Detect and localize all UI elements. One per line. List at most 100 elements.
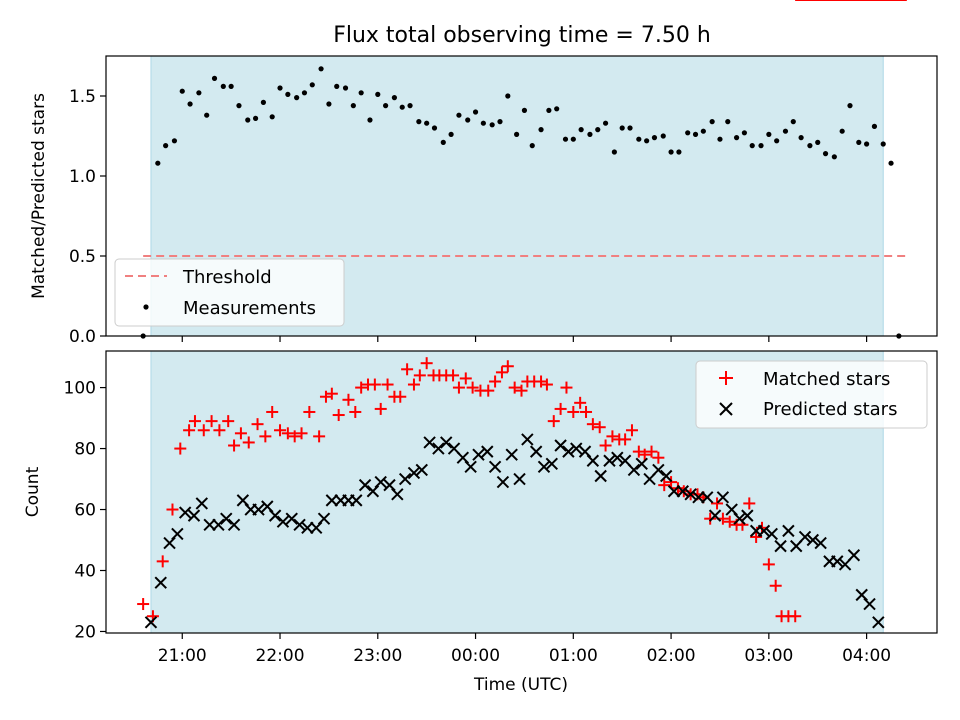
matched-star-point [274, 424, 287, 437]
measurement-point [611, 149, 617, 155]
measurement-point [204, 112, 210, 118]
matched-star-point [325, 387, 338, 400]
measurement-point [627, 125, 633, 131]
predicted-star-point [537, 460, 551, 474]
matched-star-point [489, 375, 502, 388]
measurement-point [245, 117, 251, 123]
matched-star-point [394, 390, 407, 403]
predicted-star-point [212, 518, 225, 531]
predicted-star-point [529, 445, 543, 458]
measurement-point [424, 120, 430, 126]
predicted-star-point [667, 485, 681, 498]
top-y-tick-label: 1.5 [69, 87, 96, 107]
matched-star-point [332, 409, 345, 422]
measurement-point [505, 93, 511, 99]
measurement-point [529, 143, 535, 149]
measurement-point [260, 99, 267, 105]
measurement-point [407, 103, 413, 109]
matched-star-point [515, 384, 528, 397]
measurement-point [709, 119, 715, 125]
measurement-point [179, 88, 185, 94]
predicted-star-point [440, 436, 453, 449]
matched-star-point [711, 497, 724, 510]
matched-star-point [342, 393, 355, 406]
measurement-point [285, 91, 291, 97]
measurement-point [790, 119, 796, 125]
measurement-point [651, 135, 658, 141]
predicted-star-point [831, 555, 844, 568]
predicted-star-point [611, 451, 624, 464]
measurement-point [252, 115, 259, 121]
predicted-star-point [635, 457, 648, 471]
measurement-point [480, 120, 486, 126]
top-legend-box [114, 258, 345, 327]
predicted-star-point [220, 512, 233, 525]
matched-star-point [652, 451, 665, 464]
matched-star-point [452, 381, 465, 394]
x-tick-label: 02:00 [647, 646, 696, 666]
measurement-point [717, 136, 723, 142]
predicted-star-point [171, 527, 184, 541]
measurement-point [472, 109, 479, 115]
measurement-point [766, 131, 772, 137]
predicted-star-point [227, 518, 241, 531]
predicted-star-point [545, 457, 559, 471]
measurement-point [236, 103, 242, 109]
measurement-point [375, 91, 381, 97]
legend-predicted-swatch [719, 402, 733, 416]
measurement-point [636, 136, 642, 142]
measurement-point [798, 135, 804, 141]
measurement-point [334, 83, 340, 89]
matched-star-point [420, 357, 433, 370]
predicted-star-point [144, 616, 158, 629]
matched-star-point [599, 439, 612, 452]
matched-star-point [174, 442, 187, 455]
predicted-star-point [733, 512, 746, 525]
measurement-point [856, 139, 862, 145]
predicted-star-point [464, 460, 477, 474]
predicted-star-point [701, 491, 714, 504]
measurement-point [554, 106, 560, 112]
measurement-point [220, 83, 226, 89]
matched-star-point [197, 424, 210, 437]
matched-star-point [259, 430, 272, 443]
matched-star-point [355, 381, 368, 394]
measurement-point [888, 160, 894, 166]
matched-star-point [295, 427, 308, 440]
matched-star-point [368, 378, 381, 391]
predicted-star-point [195, 497, 209, 510]
measurement-point [839, 128, 845, 134]
measurement-point [309, 82, 315, 88]
matched-star-point [413, 369, 426, 382]
measurement-point [758, 143, 764, 149]
measurement-point [448, 131, 454, 137]
predicted-star-point [603, 454, 616, 467]
matched-star-point [183, 424, 196, 437]
measurement-point [700, 128, 706, 134]
measurement-point [342, 85, 349, 91]
measurement-point [880, 141, 886, 147]
bottom-y-tick-label: 40 [74, 562, 96, 582]
measurement-point [602, 120, 609, 126]
measurement-point [562, 136, 569, 142]
predicted-star-point [521, 433, 534, 446]
matched-star-point [228, 439, 241, 452]
matched-star-point [560, 381, 573, 394]
measurement-point [774, 138, 780, 144]
matched-star-point [213, 424, 226, 437]
predicted-star-point [659, 469, 673, 483]
predicted-star-point [472, 448, 485, 461]
measurement-point [815, 139, 821, 145]
legend-matched-label: Matched stars [763, 369, 890, 390]
measurement-point [163, 143, 169, 149]
measurement-point [871, 123, 878, 129]
measurement-point [692, 131, 699, 137]
matched-star-point [645, 445, 658, 458]
matched-star-point [166, 503, 179, 516]
measurement-point [578, 127, 584, 133]
matched-star-point [554, 402, 567, 415]
measurement-point [587, 131, 593, 137]
measurement-point [676, 149, 682, 155]
matched-star-point [401, 363, 414, 376]
measurement-point [822, 151, 829, 157]
